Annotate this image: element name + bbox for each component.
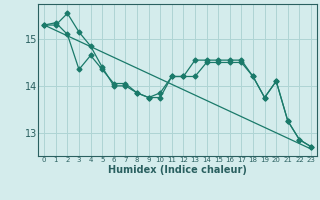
X-axis label: Humidex (Indice chaleur): Humidex (Indice chaleur) <box>108 165 247 175</box>
